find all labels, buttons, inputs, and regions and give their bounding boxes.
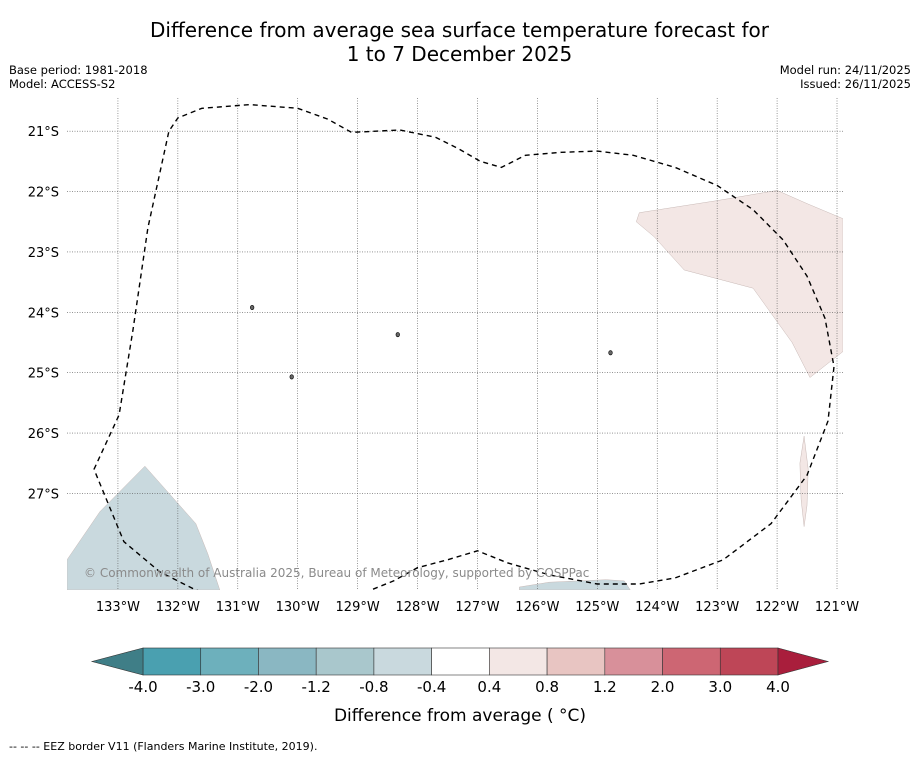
lon-tick-label: 128°W	[395, 600, 439, 615]
lat-tick-label: 27°S	[28, 487, 59, 502]
colorbar-bin	[662, 647, 721, 676]
colorbar-tick-label: 1.2	[593, 678, 617, 696]
island	[289, 374, 294, 380]
colorbar-bin	[373, 647, 432, 676]
colorbar-bin	[719, 647, 779, 676]
lon-tick-label: 127°W	[455, 600, 499, 615]
colorbar-tick-label: -2.0	[244, 678, 273, 696]
base-period: Base period: 1981-2018	[9, 63, 148, 77]
eez-border	[93, 103, 835, 590]
colorbar-under-arrow	[90, 647, 144, 676]
anomaly-region	[67, 465, 221, 590]
colorbar-tick-label: -1.2	[302, 678, 331, 696]
lon-tick-label: 131°W	[216, 600, 260, 615]
issued-date: Issued: 26/11/2025	[800, 77, 911, 91]
colorbar-bin	[604, 647, 663, 676]
map-panel: 133°W 132°W 131°W 130°W 129°W 128°W 127°W 126°W…	[28, 98, 859, 615]
colorbar-tick-label: -4.0	[128, 678, 157, 696]
colorbar-bin	[258, 647, 317, 676]
lon-tick-label: 132°W	[156, 600, 200, 615]
island	[395, 332, 400, 338]
colorbar-tick-label: -3.0	[186, 678, 215, 696]
copyright-notice: © Commonwealth of Australia 2025, Bureau…	[84, 566, 589, 580]
metadata-right: Model run: 24/11/2025 Issued: 26/11/2025	[780, 63, 911, 91]
anomaly-region	[636, 190, 843, 378]
lat-tick-label: 26°S	[28, 427, 59, 442]
lon-tick-label: 133°W	[96, 600, 140, 615]
colorbar-tick-label: 3.0	[708, 678, 732, 696]
colorbar-tick-label: -0.4	[417, 678, 446, 696]
lon-tick-label: 124°W	[635, 600, 679, 615]
colorbar-over-arrow	[777, 647, 830, 676]
colorbar-tick-label: 4.0	[766, 678, 790, 696]
model-run: Model run: 24/11/2025	[779, 63, 911, 77]
colorbar-bin	[142, 647, 202, 676]
metadata-left: Base period: 1981-2018 Model: ACCESS-S2	[9, 63, 148, 91]
colorbar-bin	[431, 647, 490, 676]
colorbar-tick-label: -0.8	[359, 678, 388, 696]
lon-tick-label: 121°W	[815, 600, 859, 615]
lon-tick-label: 130°W	[276, 600, 320, 615]
colorbar-bin	[315, 647, 375, 676]
title-line-1: Difference from average sea surface temp…	[149, 18, 769, 42]
lat-tick-label: 22°S	[28, 186, 59, 201]
title-line-2: 1 to 7 December 2025	[346, 42, 573, 66]
lon-tick-label: 129°W	[336, 600, 380, 615]
map-title: Difference from average sea surface temp…	[0, 18, 919, 66]
colorbar-bin	[489, 647, 548, 676]
island	[250, 304, 255, 310]
anomaly-region	[519, 579, 631, 590]
colorbar-bin	[200, 647, 259, 676]
anomaly-region	[799, 436, 809, 527]
plot-area	[67, 98, 843, 590]
footer-note: -- -- -- EEZ border V11 (Flanders Marine…	[9, 740, 318, 753]
colorbar-tick-label: 0.8	[535, 678, 559, 696]
colorbar-tick-label: 2.0	[651, 678, 675, 696]
lon-tick-label: 122°W	[755, 600, 799, 615]
model-name: Model: ACCESS-S2	[9, 77, 116, 91]
lat-tick-label: 25°S	[28, 367, 59, 382]
lon-tick-label: 126°W	[515, 600, 559, 615]
lon-tick-label: 125°W	[575, 600, 619, 615]
colorbar: -4.0 -3.0 -2.0 -1.2 -0.8 -0.4 0.4 0.8 1.2 2.0 3.0 4…	[90, 647, 830, 696]
colorbar-tick-label: 0.4	[477, 678, 501, 696]
lon-tick-label: 123°W	[695, 600, 739, 615]
island	[608, 350, 613, 356]
lat-tick-label: 23°S	[28, 246, 59, 261]
lat-tick-label: 21°S	[28, 125, 59, 140]
colorbar-label: Difference from average ( °C)	[334, 706, 586, 726]
colorbar-bin	[546, 647, 606, 676]
lat-tick-label: 24°S	[28, 306, 59, 321]
